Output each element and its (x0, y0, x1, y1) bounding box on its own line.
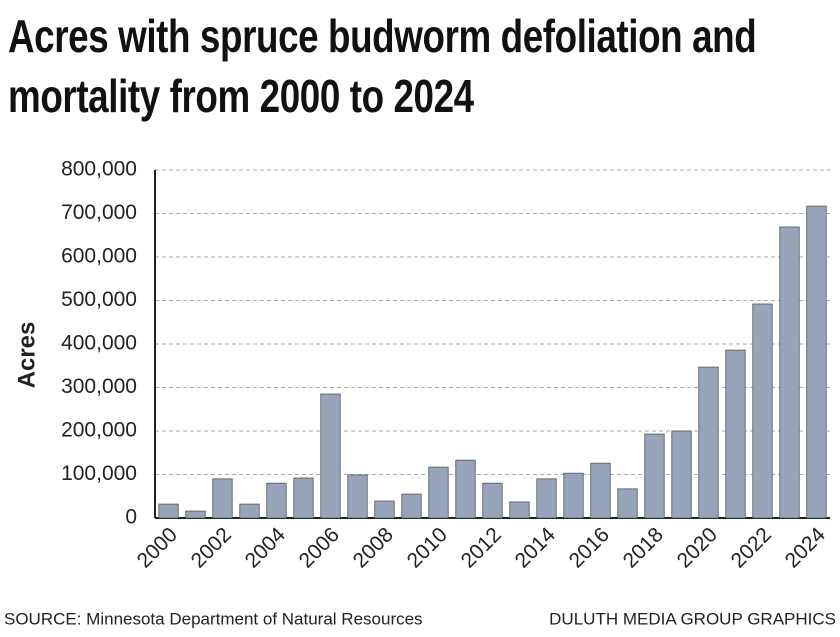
x-tick-label: 2016 (565, 523, 614, 572)
bar (212, 478, 233, 519)
bar (725, 349, 746, 519)
bar (779, 226, 800, 519)
x-tick-label: 2022 (727, 523, 776, 572)
bar (536, 478, 557, 519)
x-tick-label: 2002 (187, 523, 236, 572)
y-tick-label: 300,000 (61, 375, 137, 398)
credit: DULUTH MEDIA GROUP GRAPHICS (549, 609, 836, 628)
y-tick-label: 700,000 (61, 201, 137, 224)
bar (482, 482, 503, 519)
bar (266, 482, 287, 519)
source: SOURCE: Minnesota Department of Natural … (4, 609, 423, 628)
y-axis-label: Acres (13, 322, 40, 389)
x-tick-label: 2018 (619, 523, 668, 572)
bar (590, 462, 611, 519)
x-tick-label: 2004 (241, 523, 291, 573)
y-tick-label: 0 (125, 506, 137, 529)
x-tick-label: 2014 (511, 523, 561, 573)
y-tick-label: 800,000 (61, 158, 137, 181)
x-tick-label: 2024 (781, 523, 831, 573)
bar (644, 433, 665, 519)
bar (509, 501, 530, 519)
bar (320, 393, 341, 519)
bar (374, 500, 395, 519)
chart-title: Acres with spruce budworm defoliation an… (8, 10, 757, 122)
x-tick-label: 2000 (133, 523, 182, 572)
bar (185, 510, 206, 519)
bar (293, 477, 314, 519)
bar (671, 430, 692, 519)
bar (158, 503, 179, 519)
x-tick-label: 2012 (457, 523, 506, 572)
bar (698, 366, 719, 519)
bar (752, 303, 773, 519)
y-tick-label: 600,000 (61, 245, 137, 268)
y-tick-label: 200,000 (61, 419, 137, 442)
x-tick-label: 2020 (673, 523, 722, 572)
bar (401, 493, 422, 519)
bar (563, 472, 584, 519)
bar (428, 466, 449, 519)
x-tick-label: 2010 (403, 523, 452, 572)
bar (455, 459, 476, 519)
bar (347, 474, 368, 519)
bar (806, 205, 827, 519)
y-tick-label: 500,000 (61, 288, 137, 311)
y-tick-label: 100,000 (61, 462, 137, 485)
y-tick-label: 400,000 (61, 332, 137, 355)
bar (239, 503, 260, 519)
x-tick-label: 2008 (349, 523, 398, 572)
bar (617, 488, 638, 519)
x-tick-label: 2006 (295, 523, 344, 572)
